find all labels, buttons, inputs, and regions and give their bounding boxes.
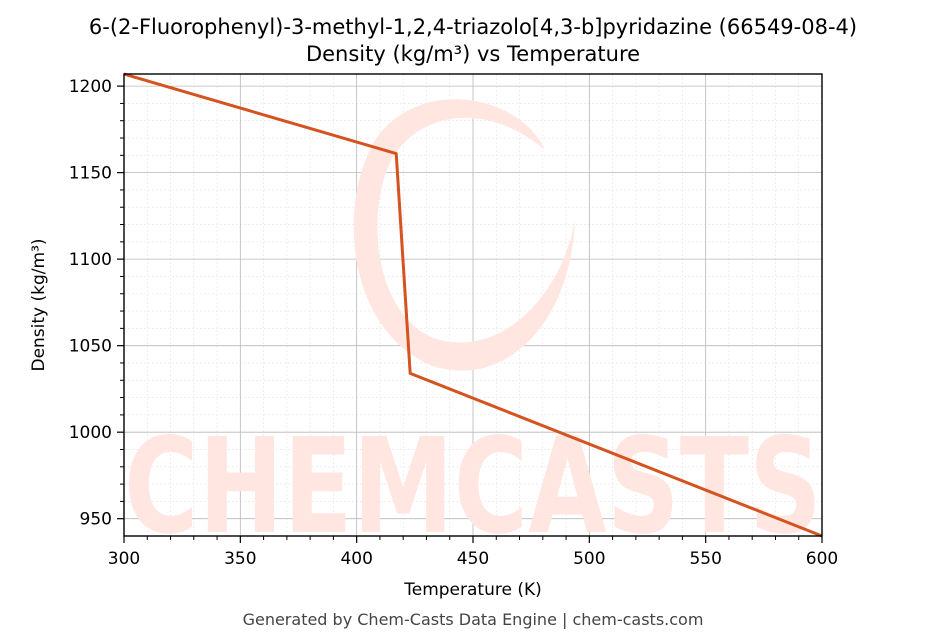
density-series-line [123,72,823,538]
y-tick-label: 1000 [69,423,112,443]
y-tick-label: 1100 [69,250,112,270]
y-tick-label: 1150 [69,164,112,184]
x-tick-label: 300 [108,549,140,569]
footer-credit: Generated by Chem-Casts Data Engine | ch… [243,610,704,629]
chart-subtitle: Density (kg/m³) vs Temperature [306,42,640,66]
x-tick-label: 600 [806,549,838,569]
y-axis: 950 1000 1050 1100 1150 1200 [69,77,124,530]
y-tick-label: 1050 [69,337,112,357]
y-tick-label: 950 [80,510,112,530]
x-axis: 300 350 400 450 500 550 600 [108,536,838,569]
chart-title: 6-(2-Fluorophenyl)-3-methyl-1,2,4-triazo… [89,15,857,39]
x-tick-label: 400 [340,549,372,569]
x-tick-label: 500 [573,549,605,569]
series-layer [123,72,823,538]
y-axis-label: Density (kg/m³) [29,238,49,371]
x-axis-label: Temperature (K) [403,580,542,600]
x-tick-label: 550 [689,549,721,569]
x-tick-label: 350 [224,549,256,569]
x-tick-label: 450 [457,549,489,569]
y-tick-label: 1200 [69,77,112,97]
